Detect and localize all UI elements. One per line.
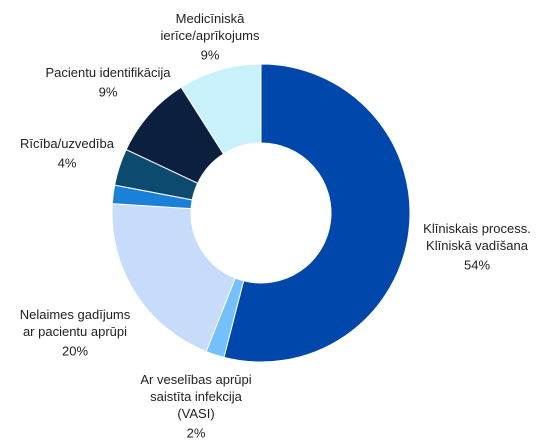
slice-value-label: 54% [464,257,490,272]
slice-value-label: 9% [201,47,220,62]
donut-slice [180,63,262,155]
slice-value-label: 20% [62,343,88,358]
slice-value-label: 2% [187,425,206,439]
slice-label: Nelaimes gadījums ar pacientu aprūpi [20,307,131,339]
slice-label: Klīniskais process. Klīniskā vadīšana [423,221,531,253]
slice-label: Ar veselības aprūpi saistīta infekcija (VA… [140,372,251,421]
slice-value-label: 9% [99,84,118,99]
slice-label: Rīcība/uzvedība [20,136,115,151]
slice-value-label: 4% [58,155,77,170]
slice-label: Pacientu identifikācija [45,65,171,80]
donut-slice [111,203,236,353]
slice-label: Medicīniskā ierīce/aprīkojums [161,11,260,43]
donut-slice [223,63,411,363]
